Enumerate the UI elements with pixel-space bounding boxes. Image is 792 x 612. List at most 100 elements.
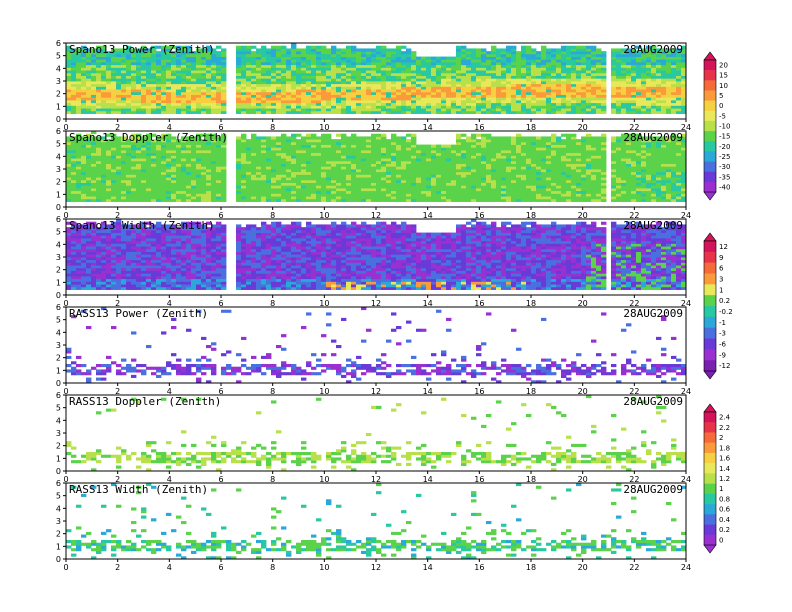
heatmap-cell: [206, 196, 212, 200]
heatmap-cell: [356, 144, 362, 148]
heatmap-cell: [431, 78, 437, 82]
heatmap-cell: [186, 160, 192, 164]
heatmap-cell: [96, 166, 102, 170]
heatmap-cell: [136, 75, 142, 79]
heatmap-cell: [161, 94, 167, 98]
heatmap-cell: [626, 110, 632, 114]
heatmap-cell: [441, 147, 447, 151]
heatmap-cell: [566, 100, 572, 104]
heatmap-cell: [426, 110, 432, 114]
heatmap-cell: [476, 133, 482, 137]
heatmap-cell: [496, 72, 502, 76]
heatmap-cell: [141, 59, 147, 63]
heatmap-cell: [281, 108, 287, 112]
heatmap-cell: [176, 78, 182, 82]
heatmap-cell: [321, 166, 327, 170]
heatmap-cell: [336, 139, 342, 143]
heatmap-cell: [386, 83, 392, 87]
heatmap-cell: [476, 67, 482, 71]
heatmap-cell: [341, 78, 347, 82]
heatmap-cell: [191, 190, 197, 194]
x-tick-label: 12: [371, 123, 381, 132]
heatmap-cell: [151, 81, 157, 85]
heatmap-cell: [596, 83, 602, 87]
heatmap-cell: [191, 53, 197, 57]
heatmap-cell: [106, 166, 112, 170]
heatmap-cell: [486, 198, 492, 202]
heatmap-cell: [306, 62, 312, 66]
heatmap-cell: [211, 144, 217, 148]
heatmap-cell: [501, 67, 507, 71]
heatmap-cell: [316, 45, 322, 49]
heatmap-cell: [311, 102, 317, 106]
heatmap-cell: [411, 139, 417, 143]
heatmap-cell: [341, 108, 347, 112]
heatmap-cell: [656, 102, 662, 106]
heatmap-cell: [316, 83, 322, 87]
heatmap-cell: [666, 91, 672, 95]
heatmap-cell: [316, 94, 322, 98]
heatmap-cell: [586, 105, 592, 109]
heatmap-cell: [476, 86, 482, 90]
heatmap-cell: [461, 89, 467, 93]
heatmap-cell: [381, 83, 387, 87]
heatmap-cell: [466, 179, 472, 183]
heatmap-cell: [351, 177, 357, 181]
heatmap-cell: [306, 174, 312, 178]
heatmap-cell: [221, 163, 227, 167]
heatmap-cell: [531, 75, 537, 79]
heatmap-cell: [461, 97, 467, 101]
heatmap-cell: [491, 158, 497, 162]
heatmap-cell: [221, 105, 227, 109]
heatmap-cell: [161, 179, 167, 183]
heatmap-cell: [66, 163, 72, 167]
heatmap-cell: [296, 177, 302, 181]
heatmap-cell: [506, 89, 512, 93]
heatmap-cell: [286, 158, 292, 162]
heatmap-cell: [411, 152, 417, 156]
heatmap-cell: [91, 100, 97, 104]
heatmap-cell: [186, 188, 192, 192]
heatmap-cell: [101, 147, 107, 151]
heatmap-cell: [201, 150, 207, 154]
heatmap-cell: [486, 110, 492, 114]
heatmap-cell: [666, 108, 672, 112]
heatmap-cell: [141, 166, 147, 170]
heatmap-cell: [401, 110, 407, 114]
heatmap-cell: [386, 179, 392, 183]
heatmap-cell: [266, 51, 272, 55]
heatmap-cell: [296, 166, 302, 170]
heatmap-cell: [171, 152, 177, 156]
heatmap-cell: [496, 59, 502, 63]
heatmap-cell: [251, 51, 257, 55]
heatmap-cell: [121, 193, 127, 197]
heatmap-cell: [181, 158, 187, 162]
heatmap-cell: [256, 105, 262, 109]
heatmap-cell: [481, 147, 487, 151]
y-tick-label: 4: [56, 64, 61, 73]
heatmap-cell: [441, 75, 447, 79]
heatmap-cell: [661, 91, 667, 95]
heatmap-cell: [431, 67, 437, 71]
heatmap-cell: [196, 48, 202, 52]
heatmap-cell: [421, 83, 427, 87]
heatmap-cell: [146, 133, 152, 137]
heatmap-cell: [86, 185, 92, 189]
heatmap-cell: [381, 75, 387, 79]
heatmap-cell: [66, 70, 72, 74]
heatmap-cell: [121, 155, 127, 159]
heatmap-cell: [276, 163, 282, 167]
heatmap-cell: [251, 141, 257, 145]
heatmap-cell: [586, 86, 592, 90]
heatmap-cell: [151, 141, 157, 145]
heatmap-cell: [681, 86, 687, 90]
heatmap-cell: [266, 144, 272, 148]
heatmap-cell: [306, 70, 312, 74]
heatmap-cell: [656, 105, 662, 109]
heatmap-cell: [91, 53, 97, 57]
heatmap-cell: [221, 108, 227, 112]
heatmap-cell: [81, 152, 87, 156]
heatmap-cell: [131, 182, 137, 186]
heatmap-cell: [431, 64, 437, 68]
heatmap-cell: [116, 62, 122, 66]
